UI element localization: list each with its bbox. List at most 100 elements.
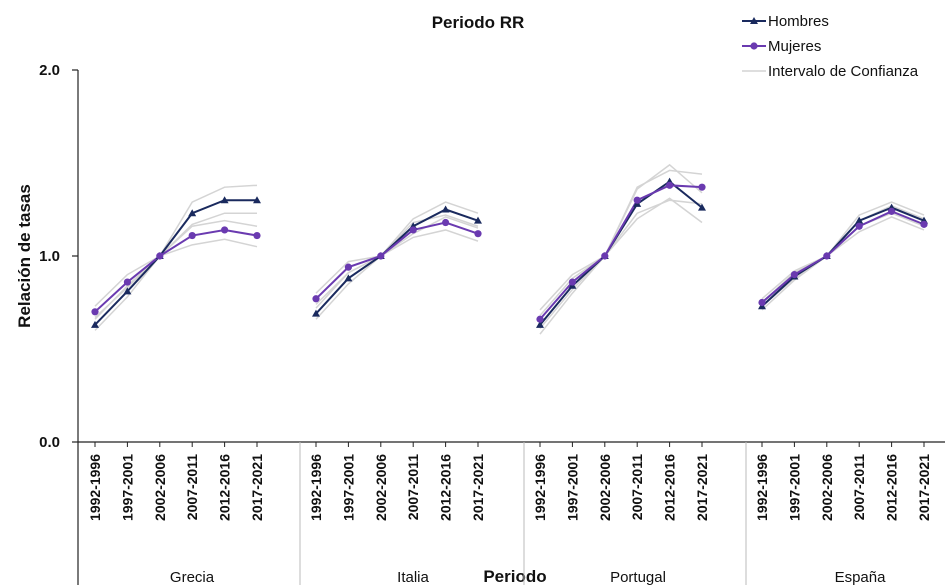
mujeres-point [568,278,577,286]
ci-line-hombres-ci-low [761,212,925,311]
y-axis-label: Relación de tasas [15,184,34,328]
x-tick-label: 2017-2021 [249,454,265,521]
mujeres-point [156,252,164,260]
x-axis-label: Periodo [483,567,546,586]
mujeres-line [761,210,925,304]
mujeres-point [536,315,544,323]
hombres-point [220,196,229,204]
mujeres-point [920,220,928,228]
tick-label-layer: 0.0 1.0 2.0 1992-1996 1997-2001 2002-2006 2007… [39,62,932,586]
ci-line-hombres-ci-high [761,201,925,304]
legend: Hombres Mujeres Intervalo de Confianza [742,13,919,80]
confidence-interval-layer [94,163,925,335]
x-tick-label: 2012-2016 [217,454,233,521]
ci-line-hombres-ci-low [315,216,479,320]
mujeres-point [888,207,896,215]
x-tick-label: 1992-1996 [754,454,770,521]
ci-line-mujeres-ci-low [761,216,925,307]
ci-line-mujeres-ci-high [94,219,258,307]
hombres-point [253,196,261,204]
hombres-line [94,199,257,326]
hombres-point [698,203,706,211]
x-tick-label: 2002-2006 [373,454,389,521]
mujeres-point [698,183,706,191]
mujeres-line [539,184,703,320]
group-label-1: Italia [397,569,429,586]
mujeres-point [91,308,99,316]
x-tick-label: 1992-1996 [308,454,324,521]
ci-line-hombres-ci-low [539,197,703,335]
hombres-point [123,287,132,295]
hombres-point [91,320,99,328]
x-tick-label: 1997-2001 [119,454,135,521]
legend-hombres-marker [750,17,758,24]
x-tick-label: 2012-2016 [438,454,454,521]
hombres-point [536,320,544,328]
x-tick-label: 1992-1996 [532,454,548,521]
mujeres-point [823,252,831,260]
mujeres-point [377,252,385,260]
x-tick-label: 1992-1996 [87,454,103,521]
hombres-point [855,216,864,224]
ci-line-mujeres-ci-high [315,214,479,294]
x-tick-label: 1997-2001 [786,454,802,521]
x-tick-label: 2012-2016 [884,454,900,521]
mujeres-point [344,263,352,271]
x-tick-label: 2007-2011 [851,454,867,520]
x-tick-label: 2007-2011 [629,454,645,520]
mujeres-line [94,228,258,313]
mujeres-point [666,181,674,189]
mujeres-point [221,226,229,234]
group-label-3: España [835,569,887,586]
mujeres-point [758,298,766,307]
mujeres-point [253,231,261,240]
mujeres-point [409,226,417,234]
x-tick-label: 1997-2001 [340,454,356,521]
mujeres-point [442,218,450,227]
ci-line-hombres-ci-high [94,184,258,320]
x-tick-label: 2017-2021 [470,454,486,521]
y-tick-label: 2.0 [39,62,60,79]
mujeres-point [790,271,799,279]
hombres-point [474,216,482,224]
mujeres-line [315,221,479,300]
hombres-line [761,206,925,307]
mujeres-point [123,278,131,286]
x-tick-label: 1997-2001 [564,454,580,521]
ci-line-mujeres-ci-low [539,199,703,330]
ci-line-mujeres-ci-high [539,169,703,311]
mujeres-point [855,222,863,230]
group-label-2: Portugal [610,569,666,586]
x-tick-label: 2017-2021 [916,454,932,521]
x-tick-label: 2002-2006 [819,454,835,521]
x-tick-label: 2002-2006 [152,454,168,521]
legend-entry-2: Intervalo de Confianza [768,63,919,80]
ci-line-mujeres-ci-low [315,229,479,305]
mujeres-point [601,252,609,260]
ci-line-mujeres-ci-low [94,238,258,318]
x-tick-label: 2017-2021 [694,454,710,521]
hombres-line [315,208,479,315]
mujeres-point [188,231,196,240]
hombres-point [344,274,353,282]
legend-entry-0: Hombres [768,13,829,30]
series-layer [91,177,928,328]
group-label-0: Grecia [170,569,215,586]
x-tick-label: 2002-2006 [597,454,613,521]
x-tick-label: 2007-2011 [184,454,200,520]
y-tick-label: 0.0 [39,434,60,451]
chart-title: Periodo RR [432,13,525,32]
hombres-point [441,205,450,213]
hombres-point [188,209,197,217]
mujeres-point [312,295,320,303]
legend-entry-1: Mujeres [768,38,821,55]
hombres-point [312,309,320,317]
x-tick-label: 2007-2011 [405,454,421,520]
legend-mujeres-marker [750,42,758,50]
mujeres-point [474,230,482,238]
x-tick-label: 2012-2016 [662,454,678,521]
y-tick-label: 1.0 [39,248,60,265]
mujeres-point [633,196,641,204]
axes-layer [72,69,945,585]
